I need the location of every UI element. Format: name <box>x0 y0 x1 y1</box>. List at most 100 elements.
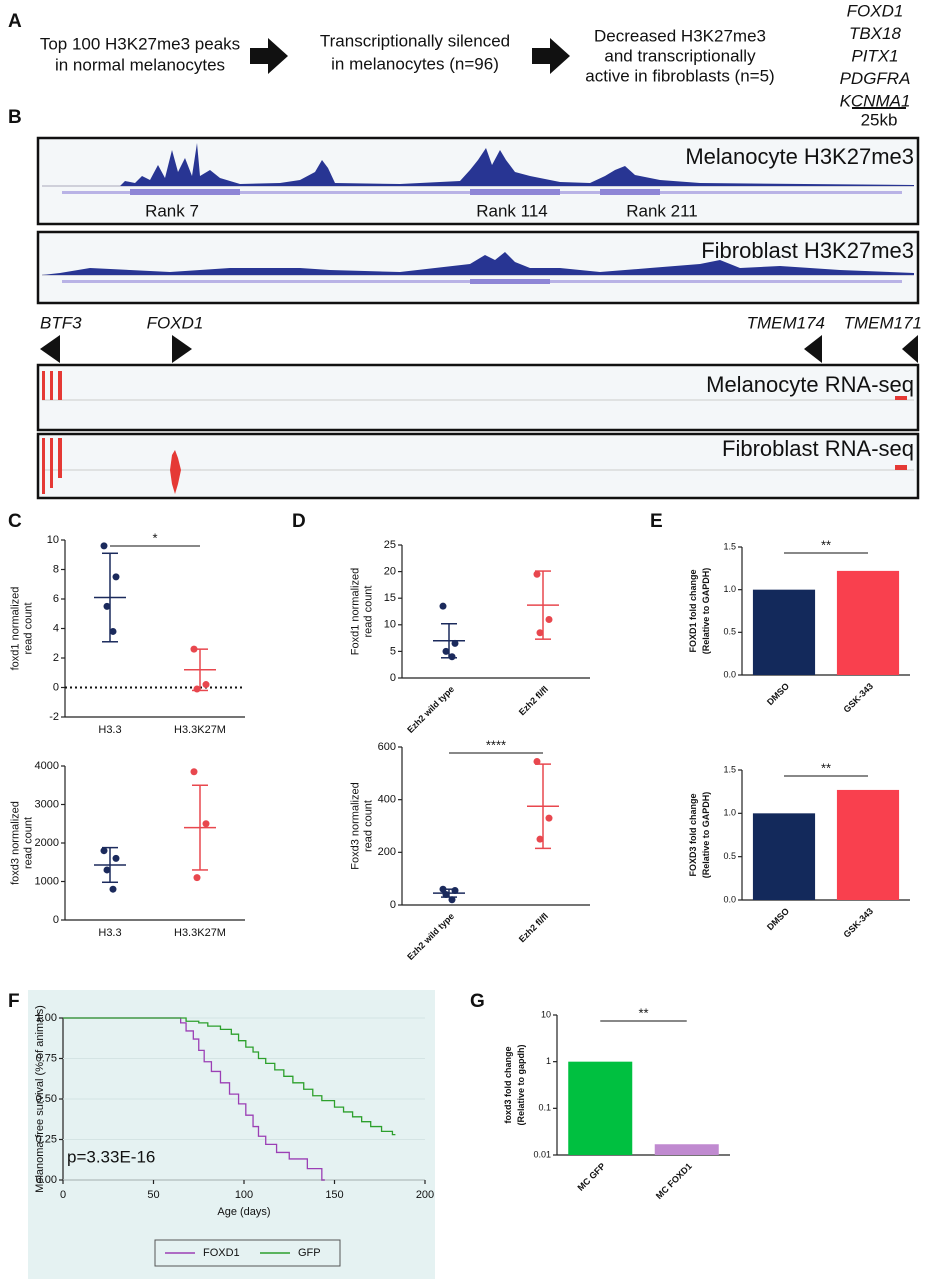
y-axis-label: read count <box>22 603 34 655</box>
panel-letter: D <box>292 511 306 532</box>
y-tick-label: 4 <box>53 622 59 634</box>
y-tick-label: 0.5 <box>723 627 736 637</box>
panel-letter: C <box>8 511 22 532</box>
y-tick-label: 15 <box>384 592 396 604</box>
rna-signal <box>170 450 181 494</box>
chart: -2 0 2 4 6 8 10 foxd1 normalized read count H3.3 H… <box>9 530 245 736</box>
flow-text: in normal melanocytes <box>55 55 225 74</box>
survival-curve <box>63 1017 396 1136</box>
significance-label: * <box>152 530 157 545</box>
x-tick-label: Ezh2 fl/fl <box>517 684 550 717</box>
y-axis-label: read count <box>22 817 34 869</box>
y-tick-label: 2000 <box>35 837 59 849</box>
x-tick-label: GSK-343 <box>841 906 875 940</box>
rna-signal <box>58 371 62 400</box>
flow-text: and transcriptionally <box>604 46 756 65</box>
x-tick-label: H3.3 <box>98 724 121 736</box>
gene-label: TMEM171 <box>844 313 922 332</box>
significance-label: ** <box>638 1005 648 1020</box>
y-axis-label: read count <box>362 800 374 852</box>
x-tick-label: H3.3K27M <box>174 927 226 939</box>
y-axis-label: Foxd3 normalized <box>349 782 361 869</box>
y-tick-label: 10 <box>384 619 396 631</box>
gene-arrow <box>804 335 822 363</box>
y-axis-label: foxd3 fold change <box>503 1046 513 1123</box>
y-axis-label: foxd3 normalized <box>9 801 21 885</box>
rna-signal <box>895 465 907 470</box>
signal <box>42 143 914 186</box>
data-point <box>448 896 456 904</box>
chart: 0.0 0.5 1.0 1.5 FOXD1 fold change (Relative t… <box>688 537 910 715</box>
y-tick-label: 0.0 <box>723 894 736 904</box>
rna-signal <box>58 438 62 478</box>
y-tick-label: 1.0 <box>723 808 736 818</box>
flow-text: active in fibroblasts (n=5) <box>585 66 774 85</box>
data-point <box>193 874 201 882</box>
x-tick-label: H3.3K27M <box>174 724 226 736</box>
y-tick-label: 10 <box>47 534 59 546</box>
flow-text: Top 100 H3K27me3 peaks <box>40 34 240 53</box>
x-tick-label: H3.3 <box>98 927 121 939</box>
x-tick-label: 200 <box>416 1189 434 1201</box>
flow: Top 100 H3K27me3 peaks in normal melanocy… <box>40 1 911 110</box>
x-tick-label: MC FOXD1 <box>654 1161 694 1201</box>
chart: 0.01 0.1 1 10 foxd3 fold change (Relative to … <box>503 1005 730 1201</box>
x-tick-label: 150 <box>325 1189 343 1201</box>
y-axis-label: FOXD1 fold change <box>688 569 698 652</box>
y-axis-label: (Relative to GAPDH) <box>701 568 711 655</box>
track-label: Melanocyte RNA-seq <box>706 372 914 397</box>
gene-name: PITX1 <box>851 46 898 65</box>
bar <box>752 813 816 900</box>
data-point <box>112 854 120 862</box>
track-box <box>36 432 920 500</box>
y-tick-label: 0.50 <box>36 1093 57 1105</box>
chart: 0 1000 2000 3000 4000 foxd3 normalized read co… <box>9 760 245 939</box>
data-point <box>451 639 459 647</box>
rna-signal <box>50 438 53 488</box>
y-tick-label: 0.00 <box>36 1174 57 1186</box>
data-point <box>545 814 553 822</box>
signal <box>42 252 914 275</box>
track-box <box>36 363 920 432</box>
y-tick-label: 0.0 <box>723 669 736 679</box>
y-tick-label: 5 <box>390 645 396 657</box>
y-tick-label: 0.01 <box>533 1149 551 1159</box>
survival-curve <box>63 1017 325 1181</box>
x-tick-label: 0 <box>60 1189 66 1201</box>
bar <box>654 1144 719 1155</box>
x-tick-label: Ezh2 wild type <box>405 911 456 962</box>
peak-band <box>600 189 660 195</box>
panel-letter: G <box>470 991 485 1012</box>
track-label: Fibroblast H3K27me3 <box>701 238 914 263</box>
bar <box>568 1061 633 1155</box>
rank-label: Rank 211 <box>626 201 698 220</box>
y-tick-label: 0.1 <box>538 1103 551 1113</box>
rna-signal <box>42 371 45 400</box>
rna-signal <box>42 438 45 494</box>
y-axis-label: read count <box>362 586 374 638</box>
y-tick-label: 4000 <box>35 760 59 772</box>
flow-text: Transcriptionally silenced <box>320 31 510 50</box>
x-tick-label: DMSO <box>765 681 791 707</box>
arrow <box>250 38 288 74</box>
y-axis-label: (Relative to GAPDH) <box>701 792 711 879</box>
annotation: p=3.33E-16 <box>67 1147 155 1166</box>
chart: 0 5 10 15 20 25 Foxd1 normalized read count Ezh2… <box>349 539 590 735</box>
data-point <box>545 615 553 623</box>
y-tick-label: 0 <box>390 672 396 684</box>
significance-label: ** <box>821 760 831 775</box>
y-tick-label: 400 <box>378 794 396 806</box>
y-tick-label: 1 <box>546 1056 551 1066</box>
data-point <box>100 542 108 550</box>
significance-label: **** <box>486 737 506 752</box>
y-tick-label: 1.5 <box>723 541 736 551</box>
track-label: Melanocyte H3K27me3 <box>685 144 914 169</box>
panel-letter: F <box>8 991 20 1012</box>
bar <box>836 570 900 675</box>
panel-letter: A <box>8 11 22 32</box>
significance-label: ** <box>821 537 831 552</box>
gene-name: FOXD1 <box>847 1 904 20</box>
data-point <box>109 627 117 635</box>
x-tick-label: DMSO <box>765 906 791 932</box>
data-point <box>202 681 210 689</box>
